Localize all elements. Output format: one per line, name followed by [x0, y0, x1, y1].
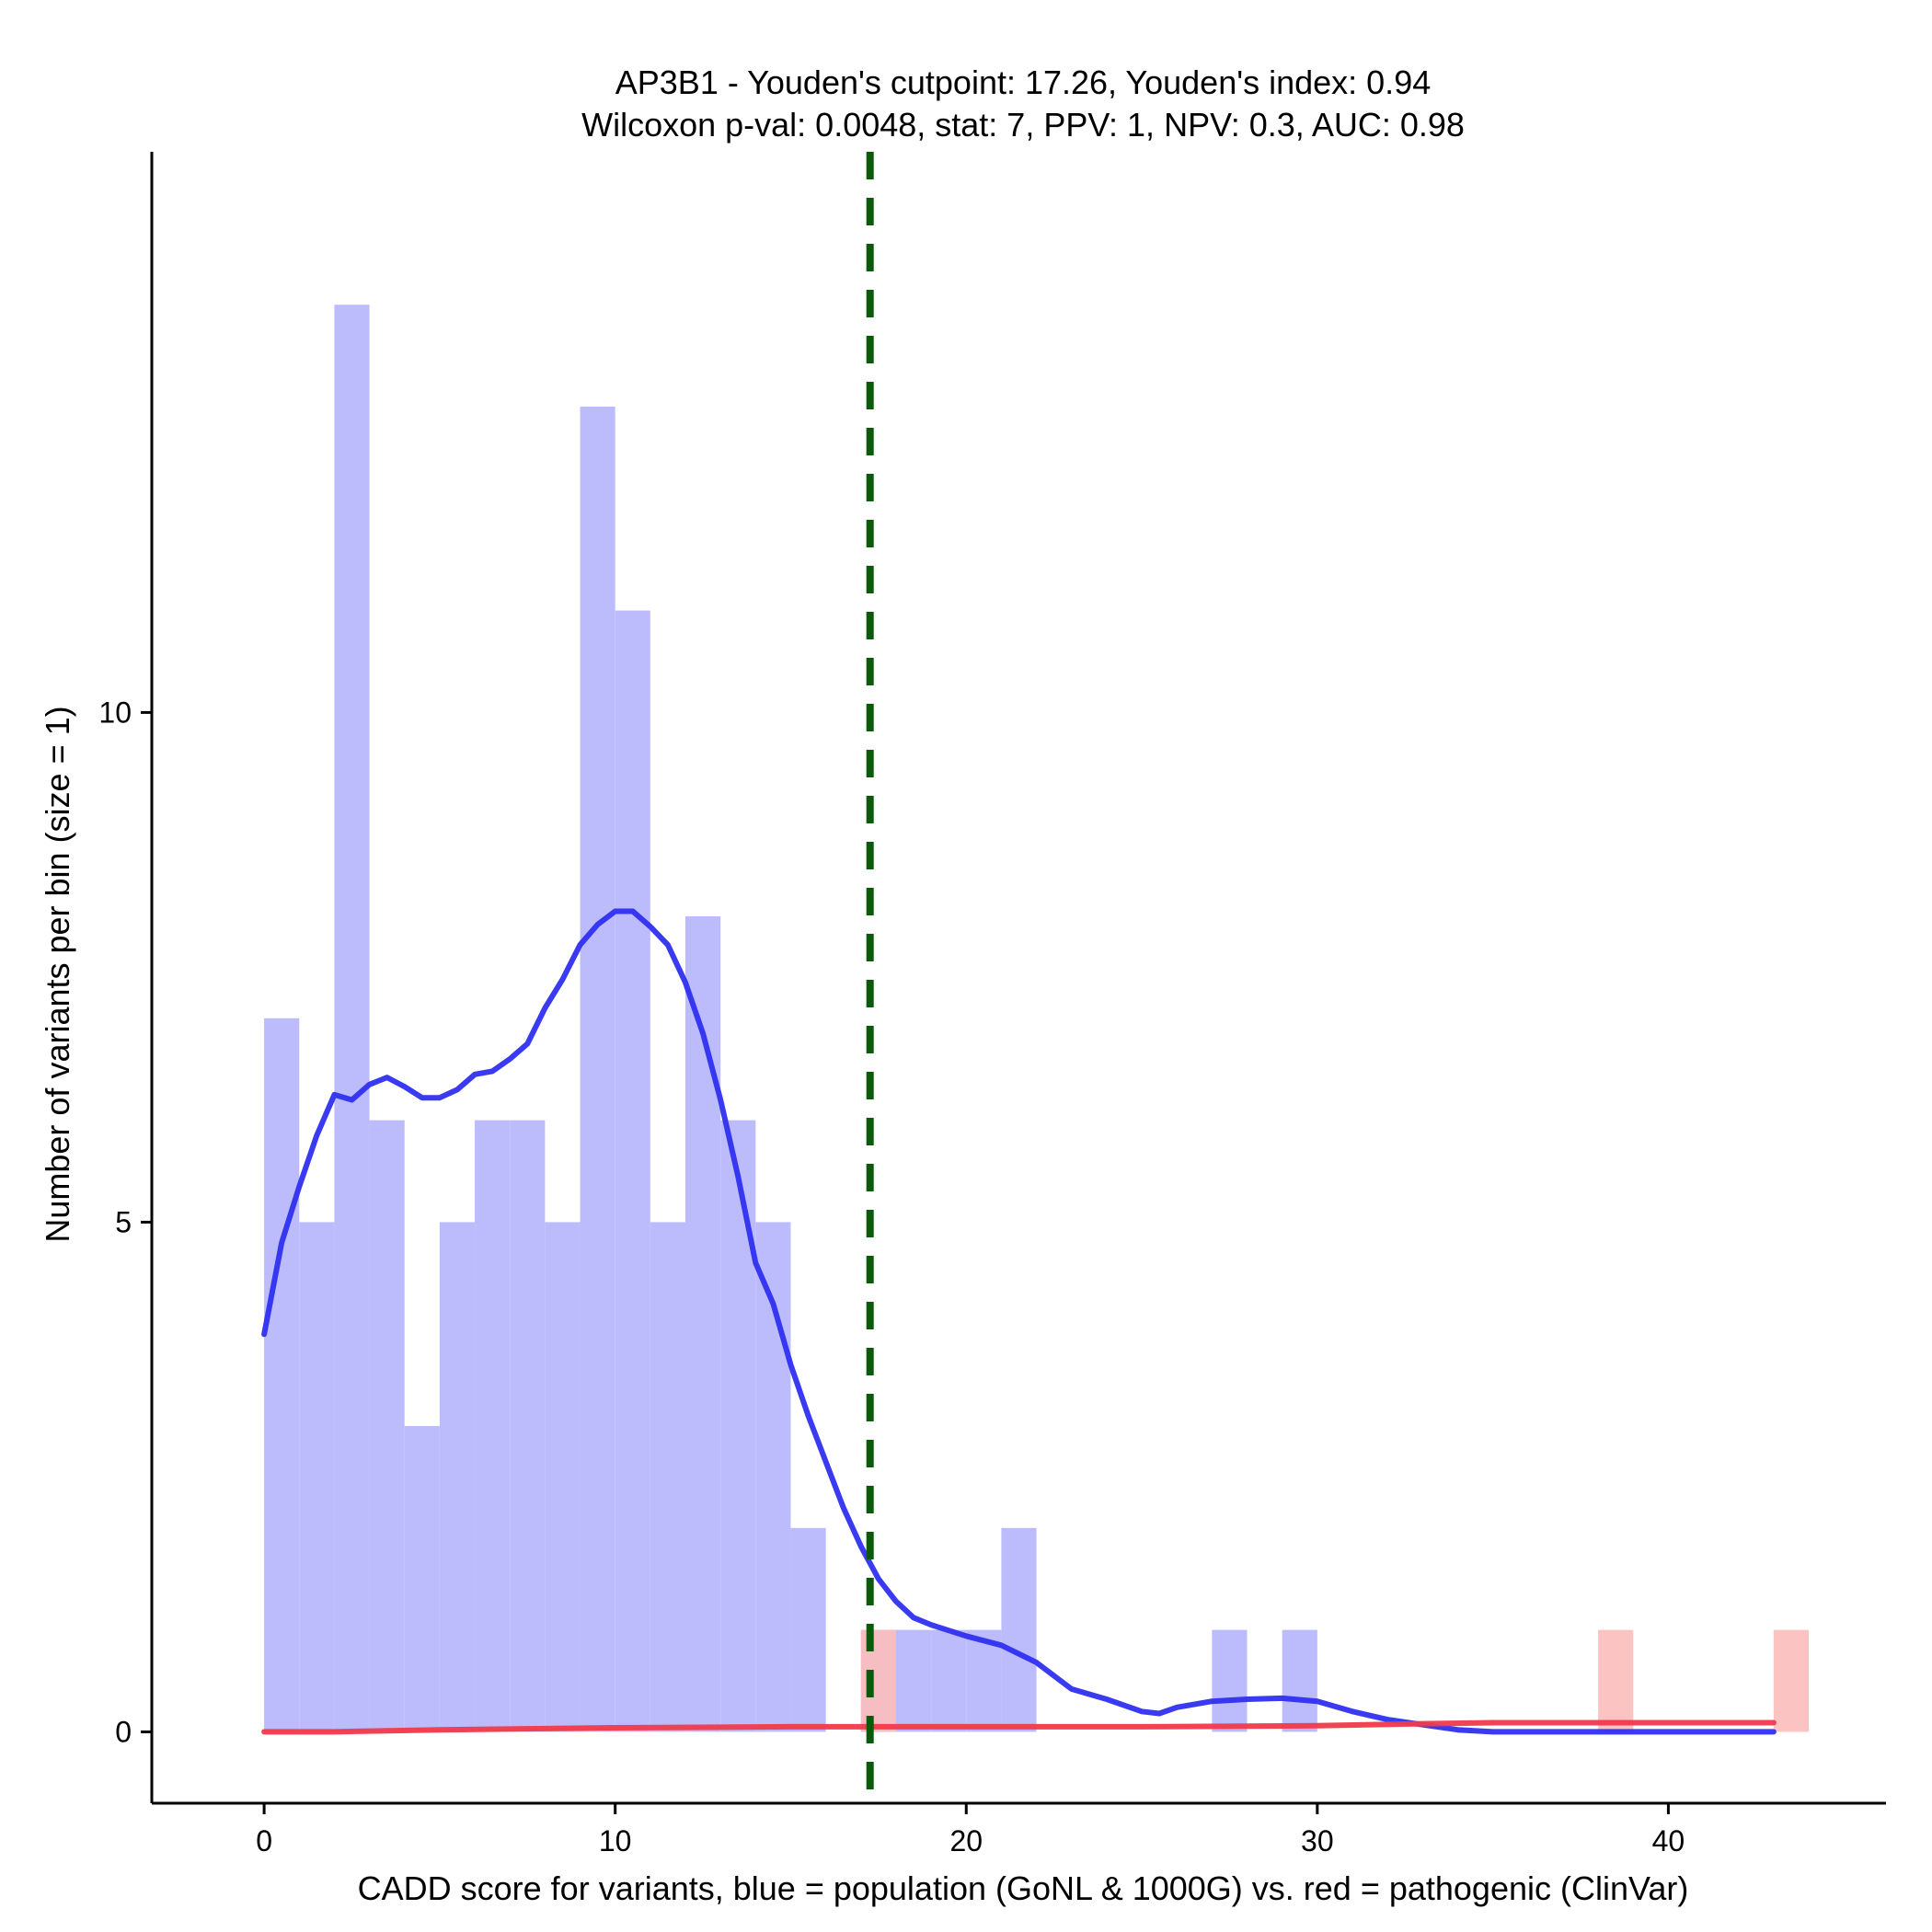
population-histogram: [264, 305, 1317, 1732]
histogram-bar: [334, 305, 370, 1732]
histogram-bar: [650, 1222, 685, 1732]
x-axis-ticks: 0 10 20 30 40: [256, 1803, 1685, 1857]
histogram-bar: [615, 610, 650, 1732]
histogram-bar: [510, 1120, 546, 1732]
histogram-bar: [860, 1629, 896, 1732]
histogram-bar: [1282, 1629, 1317, 1732]
y-tick-label: 5: [115, 1205, 132, 1238]
histogram-bar: [1598, 1629, 1634, 1732]
y-tick-label: 0: [115, 1715, 132, 1748]
y-axis-label: Number of variants per bin (size = 1): [39, 706, 76, 1242]
histogram-bar: [264, 1018, 300, 1732]
x-tick-label: 0: [256, 1824, 272, 1857]
histogram-bar: [299, 1222, 335, 1732]
histogram-bar: [895, 1629, 932, 1732]
histogram-bar: [545, 1222, 581, 1732]
histogram-bar: [404, 1426, 440, 1732]
histogram-bar: [1001, 1527, 1037, 1732]
x-tick-label: 10: [599, 1824, 632, 1857]
histogram-bar: [931, 1629, 967, 1732]
density-line: [261, 908, 1777, 1735]
x-tick-label: 20: [949, 1824, 983, 1857]
density-line: [261, 1719, 1777, 1735]
density-curves: [261, 908, 1777, 1735]
x-tick-label: 40: [1652, 1824, 1685, 1857]
histogram-bar: [720, 1120, 756, 1732]
histogram-bar: [790, 1527, 826, 1732]
histogram-bar: [1773, 1629, 1810, 1732]
histogram-bar: [966, 1629, 1002, 1732]
histogram-bar: [580, 407, 615, 1732]
chart-title: AP3B1 - Youden's cutpoint: 17.26, Youden…: [615, 63, 1431, 101]
histogram-bar: [1212, 1629, 1248, 1732]
chart-subtitle: Wilcoxon p-val: 0.0048, stat: 7, PPV: 1,…: [581, 106, 1465, 144]
y-tick-label: 10: [98, 696, 132, 729]
histogram-bar: [475, 1120, 511, 1732]
y-axis-ticks: 0 5 10: [98, 696, 152, 1748]
histogram-bar: [439, 1222, 476, 1732]
histogram-bar: [369, 1120, 405, 1732]
histogram-bar: [685, 916, 721, 1732]
x-axis-label: CADD score for variants, blue = populati…: [358, 1869, 1689, 1907]
x-tick-label: 30: [1301, 1824, 1334, 1857]
